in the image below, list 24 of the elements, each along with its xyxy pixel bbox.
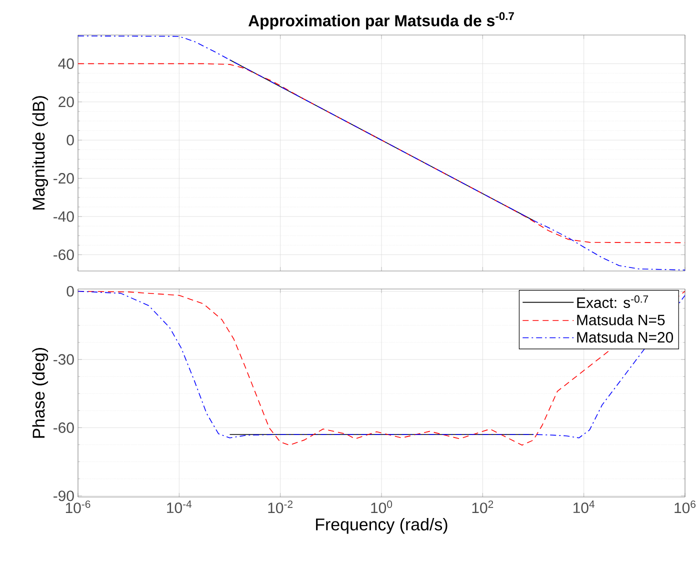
x-axis-title: Frequency (rad/s) — [316, 518, 448, 534]
legend-label: Matsuda N=5 — [577, 314, 665, 326]
y-tick-label: 40 — [58, 58, 74, 69]
legend-label: Matsuda N=20 — [577, 332, 674, 343]
y-tick-label: -90 — [54, 490, 74, 502]
y-tick-label: -60 — [54, 249, 74, 260]
y-tick-label: -60 — [54, 422, 74, 433]
y-axis-title: Magnitude (dB) — [32, 96, 48, 210]
y-tick-label: -20 — [54, 173, 74, 184]
y-tick-label: -30 — [54, 354, 74, 365]
y-axis-title: Phase (deg) — [32, 348, 48, 438]
x-tick-label: 10$^{2}$ — [472, 500, 494, 514]
x-tick-label: 10$^{0}$ — [371, 500, 392, 514]
y-tick-label: -40 — [54, 211, 74, 222]
x-tick-label: 10$^{4}$ — [574, 500, 594, 514]
y-tick-label: 20 — [58, 96, 74, 108]
x-tick-label: 10$^{-6}$ — [66, 500, 90, 514]
x-tick-label: 10$^{6}$ — [674, 500, 696, 514]
x-tick-label: 10$^{-2}$ — [268, 500, 293, 514]
y-tick-label: 0 — [66, 134, 74, 146]
legend-label: Exact: s$^{-0.7}$ — [577, 295, 648, 308]
chart-title: Approximation par Matsuda de s$^{-0.7}$ — [248, 12, 514, 30]
x-tick-label: 10$^{-4}$ — [167, 500, 192, 514]
y-tick-label: 0 — [66, 286, 74, 297]
